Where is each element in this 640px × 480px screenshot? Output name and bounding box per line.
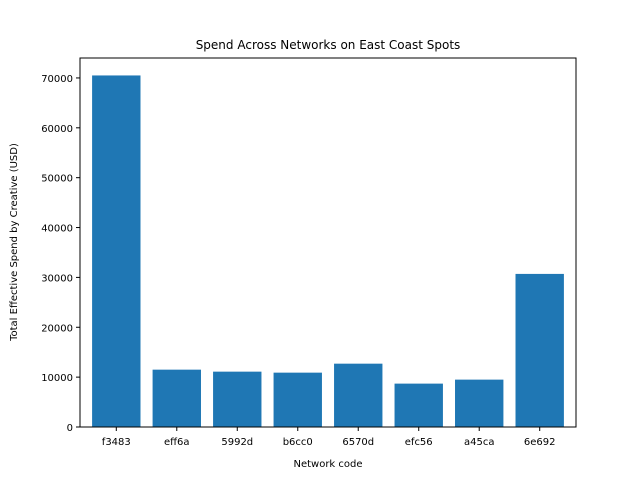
chart-title: Spend Across Networks on East Coast Spot… xyxy=(196,38,461,52)
bar-f3483 xyxy=(92,75,141,427)
x-axis: f3483 eff6a 5992d b6cc0 6570d efc56 a45ca 6e692 xyxy=(102,427,556,448)
x-tick-label: f3483 xyxy=(102,437,131,448)
x-tick-label: 6e692 xyxy=(524,437,556,448)
y-tick-label: 20000 xyxy=(41,323,73,334)
x-tick-label: eff6a xyxy=(164,437,190,448)
bar-eff6a xyxy=(152,369,201,427)
y-tick-label: 0 xyxy=(67,423,73,434)
y-tick-label: 40000 xyxy=(41,224,73,235)
x-tick-label: b6cc0 xyxy=(283,437,313,448)
y-tick-label: 60000 xyxy=(41,124,73,135)
bar-a45ca xyxy=(455,379,504,427)
y-tick-label: 30000 xyxy=(41,273,73,284)
x-tick-label: a45ca xyxy=(464,437,494,448)
x-tick-label: 5992d xyxy=(221,437,253,448)
y-axis: 0 10000 20000 30000 40000 50000 60000 70000 xyxy=(41,74,80,434)
plot-frame xyxy=(79,57,577,428)
bar-b6cc0 xyxy=(273,372,322,427)
bar-efc56 xyxy=(394,383,443,427)
bars-group xyxy=(92,75,564,427)
bar-6e692 xyxy=(515,273,564,427)
y-tick-label: 10000 xyxy=(41,373,73,384)
y-axis-label: Total Effective Spend by Creative (USD) xyxy=(9,143,20,342)
bar-5992d xyxy=(213,371,262,427)
x-tick-label: efc56 xyxy=(405,437,433,448)
bar-6570d xyxy=(334,363,383,427)
y-tick-label: 70000 xyxy=(41,74,73,85)
y-tick-label: 50000 xyxy=(41,174,73,185)
x-tick-label: 6570d xyxy=(342,437,374,448)
x-axis-label: Network code xyxy=(293,459,362,470)
